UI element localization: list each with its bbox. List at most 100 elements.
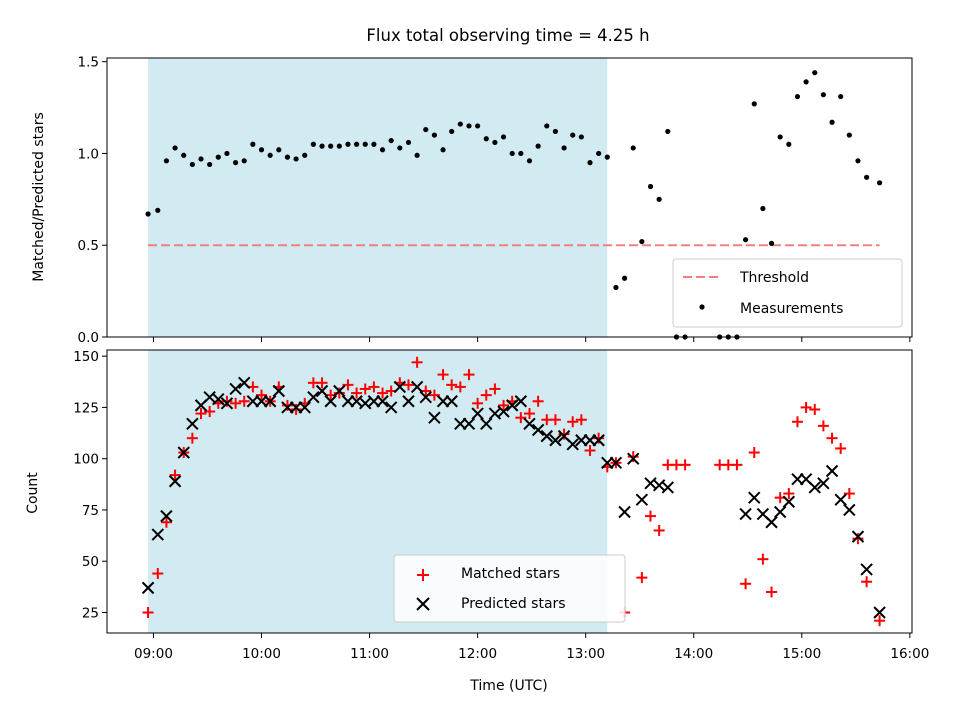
- measurement-point: [604, 154, 610, 160]
- matched-star-point: [627, 451, 639, 463]
- matched-star-point: [558, 428, 570, 440]
- predicted-star-point: [160, 509, 173, 523]
- bottom-legend-box: [393, 554, 626, 623]
- predicted-star-point: [315, 384, 329, 398]
- measurement-point: [388, 137, 394, 144]
- matched-star-point: [861, 576, 873, 588]
- matched-star-point: [454, 381, 466, 393]
- predicted-stars-points: [141, 376, 886, 619]
- matched-star-point: [316, 377, 328, 389]
- predicted-star-point: [307, 390, 320, 404]
- matched-star-point: [549, 414, 561, 426]
- bottom-y-axis-label: Count: [25, 472, 41, 514]
- measurement-point: [189, 161, 195, 168]
- matched-star-point: [238, 395, 250, 407]
- matched-star-point: [575, 414, 587, 426]
- measurement-point: [613, 284, 619, 291]
- y-tick-label: 25: [82, 605, 99, 621]
- measurement-point: [544, 123, 550, 129]
- matched-star-point: [142, 606, 154, 618]
- predicted-star-point: [419, 390, 432, 404]
- bottom-x-axis-label: Time (UTC): [469, 678, 547, 694]
- matched-star-point: [195, 408, 207, 420]
- measurement-point: [829, 119, 835, 125]
- legend-threshold-label: Threshold: [739, 270, 809, 286]
- matched-star-point: [498, 399, 510, 411]
- measurement-point: [163, 158, 170, 164]
- matched-star-point: [653, 524, 665, 536]
- top-points: [145, 70, 883, 340]
- y-tick-label: 100: [73, 452, 99, 468]
- measurement-point: [354, 141, 360, 147]
- measurement-point: [846, 132, 852, 138]
- matched-star-point: [446, 379, 458, 391]
- matched-star-point: [835, 442, 847, 454]
- measurement-point: [535, 143, 541, 149]
- measurement-point: [310, 141, 316, 147]
- bottom-panel: 25 50 75 100 125 150 09:00 10:00 11:00 12:00 13:0…: [25, 349, 929, 694]
- measurement-point: [587, 160, 593, 166]
- predicted-star-point: [480, 417, 493, 431]
- matched-star-point: [342, 379, 354, 391]
- x-tick-label: 15:00: [782, 646, 821, 662]
- x-tick-label: 16:00: [890, 646, 929, 662]
- predicted-star-point: [873, 606, 886, 619]
- measurement-point: [405, 139, 412, 146]
- chart-title: Flux total observing time = 4.25 h: [366, 26, 649, 45]
- matched-star-point: [489, 383, 501, 395]
- matched-star-point: [809, 403, 821, 415]
- legend-predicted-label: Predicted stars: [461, 596, 566, 612]
- y-tick-label: 1.5: [78, 55, 99, 71]
- measurement-point: [397, 145, 403, 151]
- matched-star-point: [783, 488, 795, 500]
- predicted-star-point: [505, 399, 519, 412]
- predicted-star-point: [497, 405, 510, 418]
- measurement-point: [794, 93, 801, 100]
- measurement-point: [302, 152, 308, 158]
- y-tick-label: 0.0: [78, 330, 99, 346]
- predicted-star-point: [445, 395, 458, 408]
- x-tick-label: 09:00: [134, 646, 173, 662]
- measurement-point: [198, 156, 204, 162]
- matched-star-point: [256, 389, 268, 401]
- y-tick-label: 1.0: [78, 146, 99, 162]
- predicted-star-point: [384, 401, 398, 414]
- predicted-star-point: [531, 423, 545, 437]
- matched-star-point: [874, 615, 886, 627]
- bottom-x-axis: 09:00 10:00 11:00 12:00 13:00 14:00 15:00 16:00: [134, 633, 929, 662]
- predicted-star-point: [212, 393, 225, 406]
- measurement-point: [466, 123, 472, 129]
- matched-star-point: [567, 416, 579, 428]
- measurement-point: [345, 141, 351, 147]
- measurement-point: [855, 158, 861, 164]
- measurement-point: [423, 126, 429, 133]
- matched-star-point: [402, 379, 414, 391]
- measurement-point: [812, 70, 818, 76]
- y-tick-label: 125: [73, 400, 99, 416]
- measurement-point: [155, 207, 161, 213]
- predicted-star-point: [376, 395, 389, 408]
- predicted-star-point: [151, 528, 164, 541]
- matched-star-point: [152, 568, 164, 580]
- predicted-star-point: [177, 446, 190, 459]
- matched-star-point: [740, 578, 752, 590]
- legend-measurements-label: Measurements: [740, 301, 843, 317]
- measurement-point: [786, 141, 792, 147]
- measurement-point: [803, 79, 809, 85]
- measurement-point: [449, 128, 455, 135]
- predicted-star-point: [549, 434, 562, 447]
- predicted-star-point: [333, 384, 346, 398]
- measurement-point: [293, 156, 299, 162]
- matched-star-point: [515, 412, 527, 424]
- measurement-point: [457, 121, 463, 127]
- measurement-point: [371, 141, 377, 147]
- matched-star-point: [437, 369, 449, 381]
- measurement-point: [578, 134, 584, 140]
- measurement-point: [379, 147, 386, 153]
- measurement-point: [552, 128, 559, 135]
- legend-predicted-swatch: [416, 597, 430, 611]
- measurement-point: [647, 183, 654, 190]
- matched-star-point: [411, 356, 423, 368]
- measurement-point: [596, 150, 602, 157]
